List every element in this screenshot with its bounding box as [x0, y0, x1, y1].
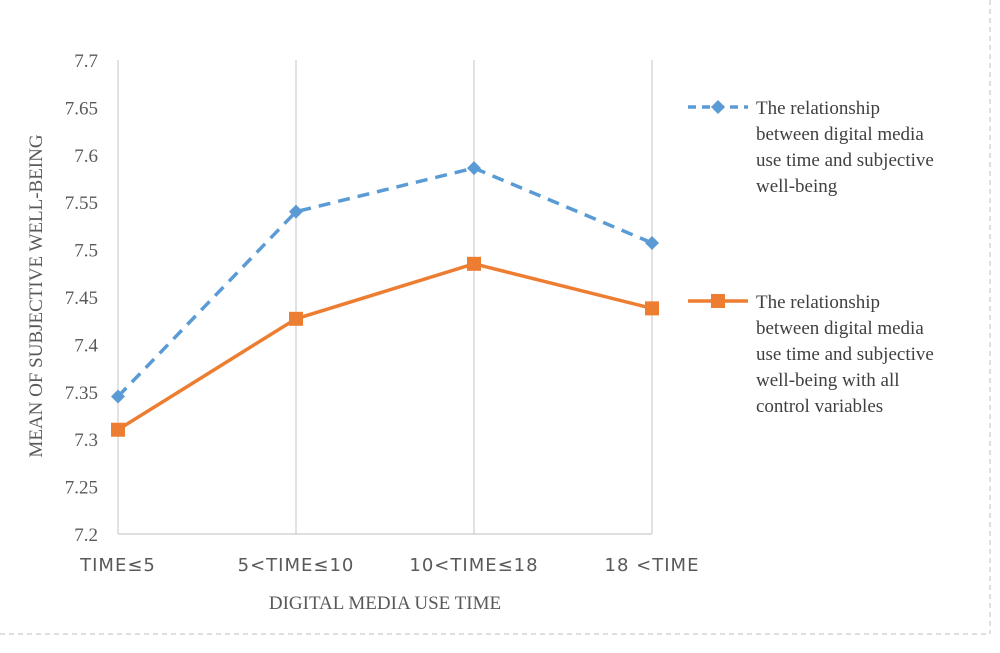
legend-label-line: between digital media	[756, 124, 924, 145]
data-point	[289, 311, 303, 326]
legend-label-line: well-being	[756, 176, 838, 197]
legend-label-line: The relationship	[756, 292, 880, 313]
y-tick-label: 7.2	[74, 525, 98, 546]
legend: The relationship between digital media use…	[688, 98, 934, 417]
legend-label-line: The relationship	[756, 98, 880, 119]
y-tick-label: 7.35	[65, 383, 98, 404]
y-tick-label: 7.65	[65, 98, 98, 119]
x-tick-label: TIME≤5	[79, 555, 156, 576]
series-line	[117, 262, 653, 432]
legend-item-2: The relationship between digital media use…	[688, 292, 934, 417]
legend-label-line: well-being with all	[756, 370, 900, 391]
y-tick-label: 7.25	[65, 478, 98, 499]
legend-marker	[711, 100, 725, 114]
grid-lines	[117, 60, 653, 534]
legend-label-line: use time and subjective	[756, 344, 934, 365]
legend-label-line: use time and subjective	[756, 150, 934, 171]
y-tick-label: 7.3	[74, 430, 98, 451]
y-axis-title: MEAN OF SUBJECTIVE WELL-BEING	[26, 134, 47, 457]
y-axis-ticks: 7.2 7.25 7.3 7.35 7.4 7.45 7.5 7.55 7.6 7.65 7.7	[65, 51, 99, 546]
data-point	[467, 161, 481, 176]
series-1	[111, 161, 659, 404]
y-tick-label: 7.7	[74, 51, 98, 72]
legend-label-line: between digital media	[756, 318, 924, 339]
data-point	[111, 422, 125, 437]
series-2	[111, 256, 659, 437]
legend-label-line: control variables	[756, 396, 883, 417]
y-tick-label: 7.45	[65, 288, 98, 309]
data-point	[289, 204, 303, 219]
y-tick-label: 7.4	[74, 335, 98, 356]
x-axis-title: DIGITAL MEDIA USE TIME	[269, 593, 501, 614]
y-tick-label: 7.5	[74, 241, 98, 262]
x-axis-ticks: TIME≤5 5<TIME≤10 10<TIME≤18 18 <TIME	[79, 555, 700, 576]
data-point	[111, 389, 125, 404]
series-line	[116, 166, 653, 398]
x-tick-label: 10<TIME≤18	[409, 555, 538, 576]
legend-item-1: The relationship between digital media use…	[688, 98, 934, 197]
legend-marker	[711, 294, 725, 308]
y-tick-label: 7.55	[65, 193, 98, 214]
data-point	[467, 256, 481, 271]
x-tick-label: 18 <TIME	[605, 555, 700, 576]
series-layer	[111, 161, 659, 437]
data-point	[645, 301, 659, 316]
data-point	[645, 235, 659, 250]
y-tick-label: 7.6	[74, 146, 98, 167]
x-tick-label: 5<TIME≤10	[238, 555, 355, 576]
